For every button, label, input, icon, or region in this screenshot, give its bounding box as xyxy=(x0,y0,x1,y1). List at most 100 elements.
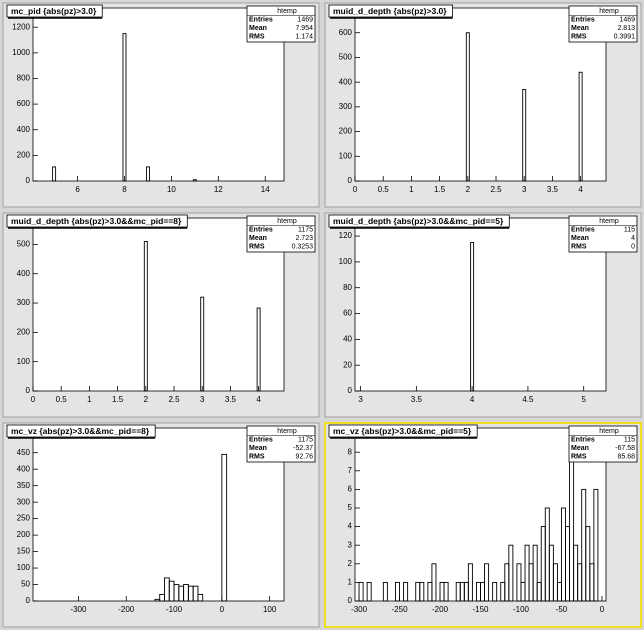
x-tick-label: 100 xyxy=(263,605,277,614)
stats-title: htemp xyxy=(599,218,619,225)
chart-title: mc_vz {abs(pz)>3.0&&mc_pid==5} xyxy=(333,426,472,436)
stats-value: 92.76 xyxy=(295,454,313,461)
stats-label: RMS xyxy=(249,454,265,461)
y-tick-label: 1200 xyxy=(12,22,30,31)
stats-label: Mean xyxy=(249,445,267,452)
stats-label: Mean xyxy=(571,235,589,242)
stats-value: -67.58 xyxy=(615,445,635,452)
histogram-bin xyxy=(382,581,388,602)
x-tick-label: 1 xyxy=(409,185,414,194)
y-tick-label: 50 xyxy=(21,580,30,589)
stats-value: 1175 xyxy=(298,227,313,234)
stats-value: 1469 xyxy=(619,17,635,24)
x-tick-label: 0 xyxy=(220,605,225,614)
title-box xyxy=(328,424,478,438)
x-tick-label: 0 xyxy=(600,605,605,614)
histogram-bin xyxy=(484,563,490,602)
title-box xyxy=(6,424,156,438)
stats-label: RMS xyxy=(249,34,265,41)
bar xyxy=(200,296,205,392)
chart-title: muid_d_depth {abs(pz)>3.0} xyxy=(333,6,447,16)
stats-label: Entries xyxy=(249,227,273,234)
x-tick-label: 3.5 xyxy=(411,395,423,404)
stats-value: 2.813 xyxy=(617,25,635,32)
bar xyxy=(578,71,583,182)
y-tick-label: 250 xyxy=(17,514,31,523)
histogram-bin xyxy=(395,581,400,602)
plot-frame xyxy=(354,7,607,182)
stats-box xyxy=(568,425,638,463)
y-tick-label: 5 xyxy=(348,503,353,512)
x-tick-label: 4 xyxy=(578,185,583,194)
x-tick-label: 3.5 xyxy=(547,185,559,194)
stats-title: htemp xyxy=(277,428,297,435)
stats-value: 115 xyxy=(624,437,635,444)
stats-box xyxy=(246,425,316,463)
title-box xyxy=(328,4,453,18)
y-tick-label: 350 xyxy=(17,481,31,490)
chart-title: mc_pid {abs(pz)>3.0} xyxy=(11,6,97,16)
y-tick-label: 450 xyxy=(17,448,31,457)
histogram-bin xyxy=(467,563,473,602)
x-tick-label: 0.5 xyxy=(56,395,68,404)
x-tick-label: 4 xyxy=(470,395,475,404)
bar xyxy=(192,179,197,182)
stats-value: -52.37 xyxy=(293,445,313,452)
bar xyxy=(256,307,261,392)
stats-label: Mean xyxy=(249,25,267,32)
histogram-bin xyxy=(443,581,449,602)
chart-title: muid_d_depth {abs(pz)>3.0&&mc_pid==5} xyxy=(333,216,504,226)
y-tick-label: 8 xyxy=(348,447,353,456)
x-tick-label: -250 xyxy=(392,605,409,614)
y-tick-label: 6 xyxy=(348,484,353,493)
x-tick-label: 14 xyxy=(261,185,270,194)
y-tick-label: 100 xyxy=(17,563,31,572)
y-tick-label: 200 xyxy=(17,150,31,159)
y-tick-label: 0 xyxy=(26,176,31,185)
histogram-bin xyxy=(197,593,204,602)
x-tick-label: -300 xyxy=(70,605,87,614)
x-tick-label: 3.5 xyxy=(225,395,237,404)
x-tick-label: 5 xyxy=(581,395,586,404)
bar xyxy=(145,166,150,182)
plot-frame xyxy=(354,217,607,392)
title-box xyxy=(6,4,103,18)
plot-frame xyxy=(32,217,285,392)
stats-value: 115 xyxy=(624,227,635,234)
y-tick-label: 0 xyxy=(26,596,31,605)
y-tick-label: 120 xyxy=(339,231,353,240)
y-tick-label: 600 xyxy=(17,99,31,108)
stats-label: RMS xyxy=(571,244,587,251)
stats-box xyxy=(246,215,316,253)
stats-label: Entries xyxy=(571,17,595,24)
x-tick-label: 10 xyxy=(167,185,176,194)
histogram-bin xyxy=(192,585,199,602)
y-tick-label: 200 xyxy=(17,327,31,336)
y-tick-label: 400 xyxy=(17,464,31,473)
histogram-bin xyxy=(532,544,538,602)
x-tick-label: 4 xyxy=(256,395,261,404)
stats-box xyxy=(568,5,638,43)
x-tick-label: -100 xyxy=(513,605,530,614)
histogram-bin xyxy=(593,488,599,602)
stats-label: Mean xyxy=(571,25,589,32)
stats-value: 7.954 xyxy=(295,25,313,32)
stats-label: RMS xyxy=(249,244,265,251)
stats-value: 0.3991 xyxy=(614,34,636,41)
histogram-bin xyxy=(358,581,364,602)
chart-title: muid_d_depth {abs(pz)>3.0&&mc_pid==8} xyxy=(11,216,182,226)
stats-title: htemp xyxy=(599,428,619,435)
y-tick-label: 300 xyxy=(17,497,31,506)
x-tick-label: 0 xyxy=(353,185,358,194)
x-tick-label: 0.5 xyxy=(378,185,390,194)
x-tick-label: 1.5 xyxy=(434,185,446,194)
stats-title: htemp xyxy=(277,8,297,15)
x-tick-label: 2 xyxy=(144,395,149,404)
y-tick-label: 100 xyxy=(339,257,353,266)
x-tick-label: 1 xyxy=(87,395,92,404)
x-tick-label: 2.5 xyxy=(168,395,180,404)
plot-frame xyxy=(354,427,607,602)
histogram-bin xyxy=(366,581,372,602)
y-tick-label: 150 xyxy=(17,547,31,556)
